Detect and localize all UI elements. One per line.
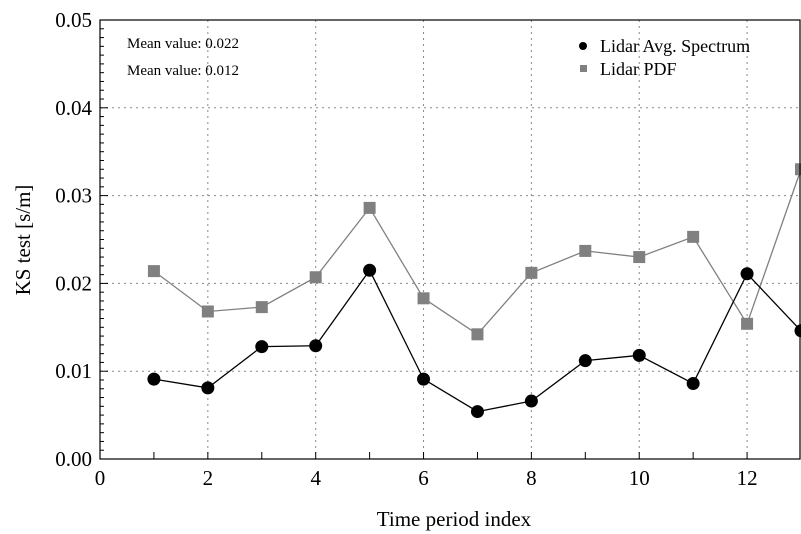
- data-point: [255, 340, 269, 354]
- legend-marker-spectrum: [579, 42, 587, 50]
- data-point: [417, 292, 430, 305]
- y-tick-label: 0.05: [55, 8, 92, 32]
- annotation-mean-pdf: Mean value: 0.022: [127, 36, 239, 52]
- x-tick-label: 6: [418, 466, 429, 490]
- data-point: [740, 267, 754, 281]
- grid: [100, 20, 801, 459]
- data-point: [417, 372, 431, 386]
- plot-area-border: [99, 19, 801, 460]
- tick-labels: 0 2 4 6 8 10 12 0.00 0.01 0.02 0.03 0.04 0.05: [55, 8, 757, 490]
- data-point: [147, 265, 160, 278]
- series-lidar-pdf: [147, 163, 801, 341]
- x-tick-label: 12: [737, 466, 758, 490]
- x-tick-label: 8: [526, 466, 537, 490]
- data-point: [633, 251, 646, 264]
- y-tick-label: 0.01: [55, 359, 92, 383]
- legend-marker-pdf: [580, 65, 587, 72]
- legend-label-spectrum: Lidar Avg. Spectrum: [600, 36, 750, 56]
- data-point: [201, 381, 215, 395]
- data-point: [524, 394, 538, 408]
- x-axis-label: Time period index: [377, 507, 532, 531]
- data-point: [309, 339, 323, 353]
- data-point: [795, 163, 801, 176]
- data-point: [741, 317, 754, 330]
- y-tick-label: 0.02: [55, 271, 92, 295]
- plot-frame: [99, 19, 801, 460]
- data-point: [147, 372, 161, 386]
- data-point: [686, 376, 700, 390]
- data-point: [632, 348, 646, 362]
- x-tick-label: 10: [629, 466, 650, 490]
- data-point: [578, 354, 592, 368]
- data-point: [363, 201, 376, 214]
- y-tick-label: 0.03: [55, 184, 92, 208]
- series-line: [153, 169, 801, 336]
- data-point: [525, 266, 538, 279]
- annotation-mean-spectrum: Mean value: 0.012: [127, 63, 239, 79]
- y-tick-label: 0.00: [55, 447, 92, 471]
- y-tick-label: 0.04: [55, 96, 92, 120]
- data-point: [579, 244, 592, 257]
- data-point: [363, 263, 377, 277]
- x-tick-label: 2: [203, 466, 214, 490]
- series-lidar-avg-spectrum: [147, 263, 801, 419]
- data-point: [201, 305, 214, 318]
- data-point: [687, 230, 700, 243]
- series-line: [153, 268, 801, 413]
- x-tick-label: 4: [310, 466, 321, 490]
- data-point: [470, 405, 484, 419]
- x-tick-label: 0: [95, 466, 106, 490]
- data-point: [794, 324, 801, 338]
- data-point: [471, 328, 484, 341]
- data-point: [309, 271, 322, 284]
- data-point: [255, 301, 268, 314]
- y-axis-label: KS test [s/m]: [11, 185, 35, 296]
- legend-label-pdf: Lidar PDF: [600, 59, 677, 79]
- series-layer: [147, 163, 801, 419]
- legend: Lidar Avg. Spectrum Lidar PDF: [579, 36, 750, 79]
